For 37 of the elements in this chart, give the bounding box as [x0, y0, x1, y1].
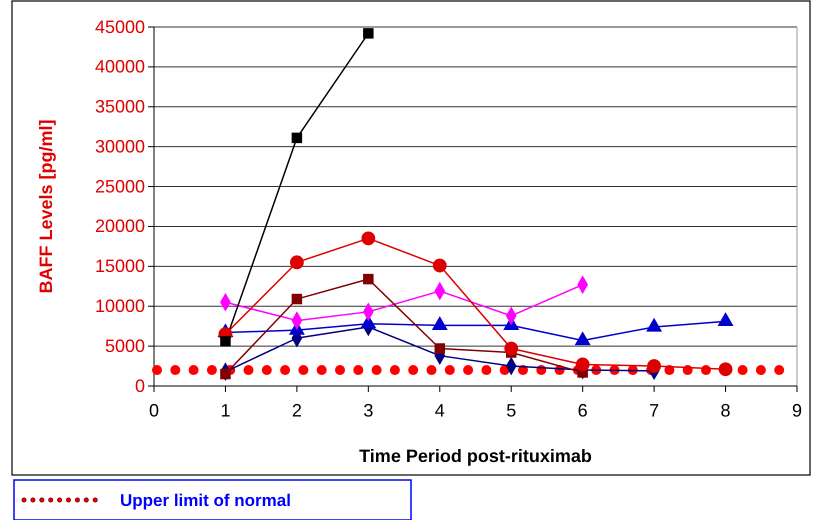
x-tick-label: 1: [220, 400, 230, 421]
point: [220, 336, 231, 347]
x-tick-label: 2: [292, 400, 302, 421]
x-tick-label: 3: [363, 400, 374, 421]
point: [363, 274, 374, 284]
y-tick-label: 35000: [94, 96, 145, 117]
y-tick-label: 25000: [94, 176, 145, 196]
y-tick-label: 20000: [94, 216, 145, 236]
legend-label: Upper limit of normal: [120, 491, 291, 510]
point: [434, 343, 446, 354]
x-tick-label: 6: [578, 400, 588, 421]
x-axis-title: Time Period post-rituximab: [359, 446, 592, 466]
x-tick-label: 8: [720, 400, 731, 421]
x-tick-label: 0: [148, 400, 160, 421]
point: [292, 132, 302, 144]
point: [504, 342, 518, 356]
point: [576, 358, 590, 372]
x-tick-label: 9: [792, 400, 802, 421]
y-tick-label: 10000: [94, 296, 145, 316]
y-tick-label: 30000: [94, 136, 145, 156]
y-tick-label: 15000: [94, 256, 145, 276]
x-tick-label: 7: [649, 400, 660, 421]
y-tick-label: 0: [134, 376, 145, 396]
point: [363, 28, 374, 39]
point: [220, 368, 231, 380]
y-tick-label: 40000: [94, 56, 145, 77]
y-tick-label: 45000: [94, 16, 145, 37]
x-tick-label: 5: [506, 400, 516, 421]
y-tick-label: 5000: [104, 336, 145, 356]
point: [361, 232, 376, 246]
point: [292, 294, 302, 304]
x-tick-label: 4: [434, 400, 445, 421]
point: [718, 362, 732, 376]
y-axis-title: BAFF Levels [pg/ml]: [36, 119, 56, 294]
point: [432, 258, 447, 272]
point: [290, 255, 304, 270]
point: [647, 359, 662, 373]
